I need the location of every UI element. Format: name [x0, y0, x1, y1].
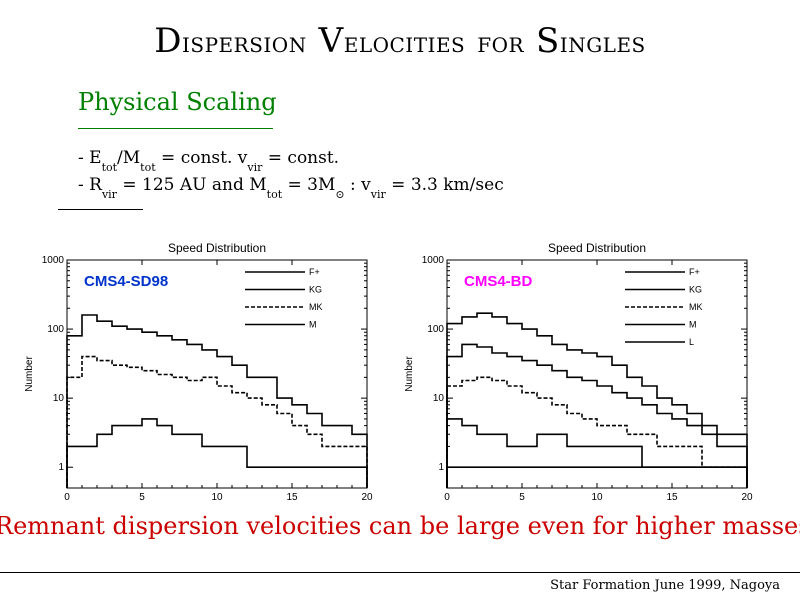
y-tick-label: 1000: [42, 255, 65, 266]
tagline: Remnant dispersion velocities can be lar…: [0, 512, 800, 540]
series-mk: [446, 376, 748, 488]
chart-title: Speed Distribution: [548, 241, 646, 255]
divider: [58, 209, 143, 210]
legend-label: KG: [309, 285, 322, 295]
title-word: INGLES: [559, 33, 646, 57]
histogram-chart-left: Speed Distributionv[km/sec]Number0510152…: [20, 238, 410, 500]
series-m: [66, 418, 368, 488]
x-tick-label: 20: [741, 492, 753, 500]
legend-label: M: [689, 320, 697, 330]
histogram-chart-right: Speed Distributionv[km/sec]Number0510152…: [400, 238, 790, 500]
chart-title: Speed Distribution: [168, 241, 266, 255]
section-heading: Physical Scaling: [78, 88, 277, 116]
y-tick-label: 1000: [422, 255, 445, 266]
legend-label: F+: [309, 267, 320, 277]
run-label: CMS4-BD: [464, 273, 533, 290]
legend-label: MK: [689, 302, 703, 312]
x-tick-label: 15: [286, 492, 298, 500]
series-l: [446, 466, 748, 488]
legend-label: MK: [309, 302, 323, 312]
slide-title: DISPERSION VELOCITIES FOR SINGLES: [0, 20, 800, 61]
histogram-svg: Speed Distributionv[km/sec]Number0510152…: [24, 241, 373, 500]
legend-label: L: [689, 337, 694, 347]
series-kg: [446, 343, 748, 488]
x-tick-label: 10: [211, 492, 223, 500]
x-tick-label: 0: [444, 492, 450, 500]
footer-text: Star Formation June 1999, Nagoya: [550, 578, 780, 593]
run-label: CMS4-SD98: [84, 273, 168, 290]
series-fplus: [66, 314, 368, 488]
legend-label: KG: [689, 285, 702, 295]
title-letter: D: [154, 21, 182, 61]
title-word: ELOCITIES: [343, 33, 466, 57]
histogram-svg: Speed Distributionv[km/sec]Number0510152…: [404, 241, 753, 500]
x-tick-label: 10: [591, 492, 603, 500]
x-tick-label: 0: [64, 492, 70, 500]
y-tick-label: 10: [433, 393, 445, 404]
section-underline: [78, 128, 273, 129]
x-tick-label: 5: [139, 492, 145, 500]
y-tick-label: 10: [53, 393, 65, 404]
title-word: FOR: [477, 33, 525, 57]
y-tick-label: 1: [58, 462, 64, 473]
title-letter: V: [318, 21, 344, 61]
y-tick-label: 1: [438, 462, 444, 473]
y-tick-label: 100: [47, 324, 64, 335]
legend-label: M: [309, 320, 317, 330]
title-word: ISPERSION: [181, 33, 307, 57]
y-axis-label: Number: [24, 356, 35, 392]
series-mk: [66, 355, 368, 488]
footer-divider: [0, 572, 800, 573]
x-tick-label: 20: [361, 492, 373, 500]
bullet-line: - Etot/Mtot = const. vvir = const.: [78, 148, 340, 174]
legend-label: F+: [689, 267, 700, 277]
title-letter: S: [536, 21, 560, 61]
bullet-line: - Rvir = 125 AU and Mtot = 3M⊙ : vvir = …: [78, 175, 504, 201]
x-tick-label: 5: [519, 492, 525, 500]
y-axis-label: Number: [404, 356, 415, 392]
x-tick-label: 15: [666, 492, 678, 500]
y-tick-label: 100: [427, 324, 444, 335]
series-fplus: [446, 312, 748, 488]
